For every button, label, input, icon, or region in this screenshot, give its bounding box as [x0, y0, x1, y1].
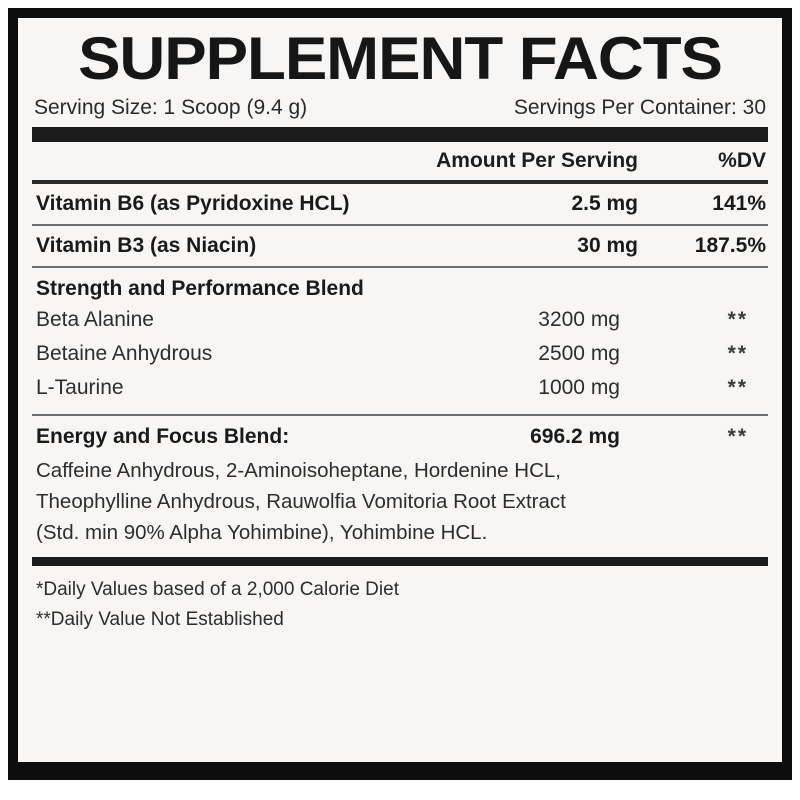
supplement-facts-label: SUPPLEMENT FACTS Serving Size: 1 Scoop (…: [8, 8, 792, 780]
blend-heading-amount: 696.2 mg: [530, 425, 620, 448]
blend-heading-dv: **: [727, 425, 748, 448]
ingredient-name: Betaine Anhydrous: [36, 342, 213, 365]
ingredient-name: L-Taurine: [36, 376, 124, 399]
nutrient-amount: 2.5 mg: [571, 192, 638, 215]
ingredient-dv: **: [727, 342, 748, 365]
blend-heading-row: Strength and Performance Blend: [32, 268, 768, 303]
divider-above-strength-blend: [32, 266, 768, 268]
ingredient-amount: 3200 mg: [538, 308, 620, 331]
ingredient-amount: 2500 mg: [538, 342, 620, 365]
nutrient-name: Vitamin B3 (as Niacin): [36, 234, 257, 257]
divider-above-footnotes: [32, 557, 768, 566]
table-row: L-Taurine 1000 mg **: [32, 371, 768, 405]
blend-heading-label: Energy and Focus Blend:: [36, 425, 290, 448]
blend-ingredient-line: Caffeine Anhydrous, 2-Aminoisoheptane, H…: [36, 459, 561, 482]
ingredient-dv: **: [727, 376, 748, 399]
nutrient-amount: 30 mg: [577, 234, 638, 257]
blend-ingredient-line: (Std. min 90% Alpha Yohimbine), Yohimbin…: [36, 521, 488, 544]
nutrient-name: Vitamin B6 (as Pyridoxine HCL): [36, 192, 350, 215]
divider-above-energy-blend: [32, 414, 768, 416]
footnote-dv-not-established: **Daily Value Not Established: [36, 609, 284, 630]
ingredient-amount: 1000 mg: [538, 376, 620, 399]
ingredient-dv: **: [727, 308, 748, 331]
blend-ingredient-list: Caffeine Anhydrous, 2-Aminoisoheptane, H…: [32, 451, 768, 557]
nutrient-dv: 187.5%: [694, 234, 766, 257]
footnote-daily-values: *Daily Values based of a 2,000 Calorie D…: [36, 579, 399, 600]
divider-thick-top: [32, 127, 768, 142]
table-row: Vitamin B6 (as Pyridoxine HCL) 2.5 mg 14…: [32, 184, 768, 224]
table-row: Beta Alanine 3200 mg **: [32, 303, 768, 337]
column-header-row: Amount Per Serving %DV: [32, 142, 768, 180]
column-header-dv: %DV: [718, 149, 766, 172]
blend-heading-label: Strength and Performance Blend: [36, 277, 364, 300]
divider-between-nutrients: [32, 224, 768, 226]
blend-ingredient-line: Theophylline Anhydrous, Rauwolfia Vomito…: [36, 490, 566, 513]
column-header-amount: Amount Per Serving: [436, 149, 638, 172]
servings-per-container-text: Servings Per Container: 30: [513, 96, 766, 119]
ingredient-name: Beta Alanine: [36, 308, 154, 331]
footnotes: *Daily Values based of a 2,000 Calorie D…: [32, 566, 768, 635]
serving-size-text: Serving Size: 1 Scoop (9.4 g): [34, 96, 308, 119]
blend-heading-row: Energy and Focus Blend: 696.2 mg **: [32, 416, 768, 451]
label-panel: SUPPLEMENT FACTS Serving Size: 1 Scoop (…: [18, 18, 782, 762]
page-title: SUPPLEMENT FACTS: [78, 25, 723, 92]
nutrient-dv: 141%: [712, 192, 766, 215]
divider-under-column-header: [32, 180, 768, 184]
serving-info-row: Serving Size: 1 Scoop (9.4 g) Servings P…: [32, 96, 768, 120]
table-row: Vitamin B3 (as Niacin) 30 mg 187.5%: [32, 226, 768, 266]
table-row: Betaine Anhydrous 2500 mg **: [32, 337, 768, 371]
